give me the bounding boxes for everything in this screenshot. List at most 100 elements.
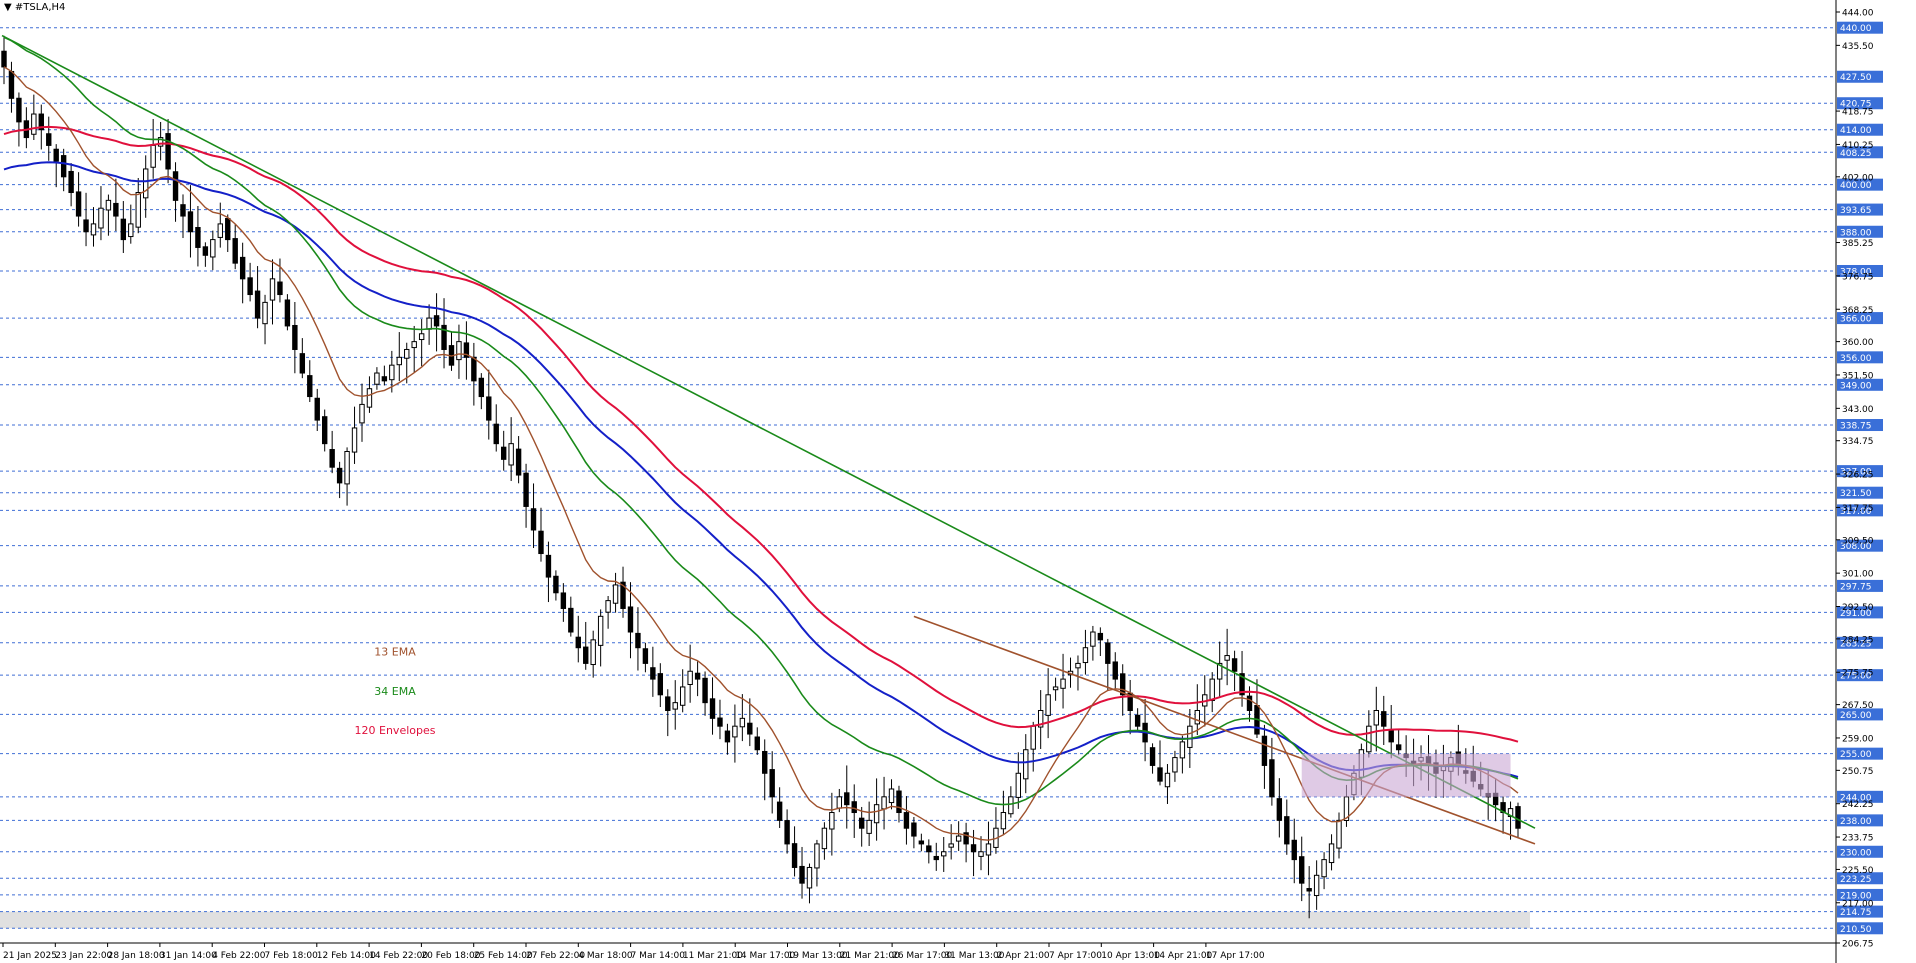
candle-body (844, 792, 850, 806)
candle-body (881, 796, 887, 810)
candle-body (374, 372, 380, 385)
candle-body (717, 717, 723, 727)
candle-body (493, 423, 499, 445)
price-tag (1837, 539, 1883, 552)
candle-body (1000, 812, 1007, 830)
price-tick-label: 284.25 (1842, 635, 1874, 645)
candle-body (8, 70, 15, 99)
price-tick-label: 376.75 (1842, 272, 1874, 282)
candle-body (590, 639, 596, 666)
candle-body (157, 137, 164, 147)
candle-body (799, 865, 805, 884)
price-tag-label: 327.00 (1840, 468, 1872, 478)
price-tag (1837, 888, 1883, 901)
price-tag (1837, 225, 1883, 238)
candle-body (941, 851, 947, 857)
price-tag-label: 400.00 (1840, 181, 1872, 191)
price-tag (1837, 905, 1883, 918)
price-tag-label: 291.00 (1840, 609, 1872, 619)
candle-body (627, 606, 634, 633)
price-tag-label: 338.75 (1840, 422, 1872, 432)
price-tick-label: 418.75 (1842, 108, 1874, 118)
candle-body (1134, 714, 1141, 727)
candle-body (858, 817, 865, 829)
price-tick-label: 343.00 (1842, 405, 1874, 415)
candle-body (970, 844, 977, 853)
candle-body (1261, 735, 1268, 766)
candle-body (105, 199, 112, 211)
ema13-line (3, 66, 1519, 841)
candle-body (1037, 709, 1044, 728)
price-tag-label: 317.00 (1840, 507, 1872, 517)
price-tag (1837, 70, 1883, 83)
price-tag-label: 223.25 (1840, 875, 1872, 885)
candle-body (433, 315, 440, 327)
candle-body (1246, 695, 1253, 711)
candle-body (776, 801, 783, 821)
candle-body (1052, 686, 1059, 691)
candle-body (747, 722, 753, 735)
candle-body (284, 299, 291, 327)
candle-body (1224, 655, 1230, 661)
candle-body (791, 843, 798, 868)
candle-body (657, 673, 664, 696)
price-tag (1837, 814, 1883, 827)
candle-body (702, 677, 708, 704)
price-tick-label: 402.00 (1842, 173, 1874, 183)
price-tick-label: 444.00 (1842, 9, 1874, 19)
candle-body (232, 238, 238, 264)
time-tick-label: 7 Mar 14:00 (631, 951, 686, 961)
candle-body (642, 648, 649, 664)
price-tag (1837, 465, 1883, 478)
time-tick-label: 11 Mar 21:00 (683, 951, 743, 961)
candle-body (1299, 856, 1305, 884)
candle-body (1313, 874, 1320, 897)
price-tag (1837, 123, 1883, 136)
price-tick-label: 267.50 (1842, 701, 1874, 711)
candle-body (307, 375, 313, 398)
candle-body (463, 342, 470, 358)
time-tick-label: 14 Feb 22:00 (369, 951, 428, 961)
candle-body (687, 670, 693, 685)
price-tag (1837, 606, 1883, 619)
candle-body (829, 812, 835, 830)
time-tick-label: 20 Feb 18:00 (421, 951, 480, 961)
candle-body (583, 646, 589, 664)
candle-body (247, 277, 253, 296)
price-tag-label: 255.00 (1840, 750, 1872, 760)
candle-body (553, 575, 559, 594)
candle-body (225, 218, 231, 241)
price-tag-label: 414.00 (1840, 126, 1872, 136)
price-tag (1837, 97, 1883, 110)
price-tag (1837, 178, 1883, 191)
time-tick-label: 7 Feb 18:00 (265, 951, 319, 961)
price-tag-label: 408.25 (1840, 149, 1872, 159)
candle-body (1075, 662, 1081, 669)
price-tick-label: 225.50 (1842, 866, 1874, 876)
time-tick-label: 14 Mar 17:00 (735, 951, 795, 961)
candle-body (31, 113, 37, 135)
price-tag-label: 393.65 (1840, 206, 1872, 216)
candle-body (1015, 772, 1022, 798)
candle-body (187, 211, 194, 233)
candle-body (650, 667, 656, 680)
symbol-label: ▼ #TSLA,H4 (4, 2, 66, 13)
candle-body (672, 702, 678, 710)
candle-body (903, 812, 910, 829)
candle-body (694, 672, 701, 680)
candle-body (1306, 888, 1312, 892)
time-tick-label: 7 Apr 17:00 (1049, 951, 1102, 961)
price-tag (1837, 378, 1883, 391)
candle-body (1284, 816, 1290, 845)
candle-body (60, 155, 67, 178)
price-tag (1837, 312, 1883, 325)
candle-body (545, 554, 552, 578)
candle-body (523, 472, 529, 507)
candle-body (1030, 725, 1036, 750)
consolidation-zone (1301, 753, 1511, 797)
candle-body (538, 530, 544, 555)
candle-body (478, 377, 485, 398)
candle-body (933, 855, 939, 861)
